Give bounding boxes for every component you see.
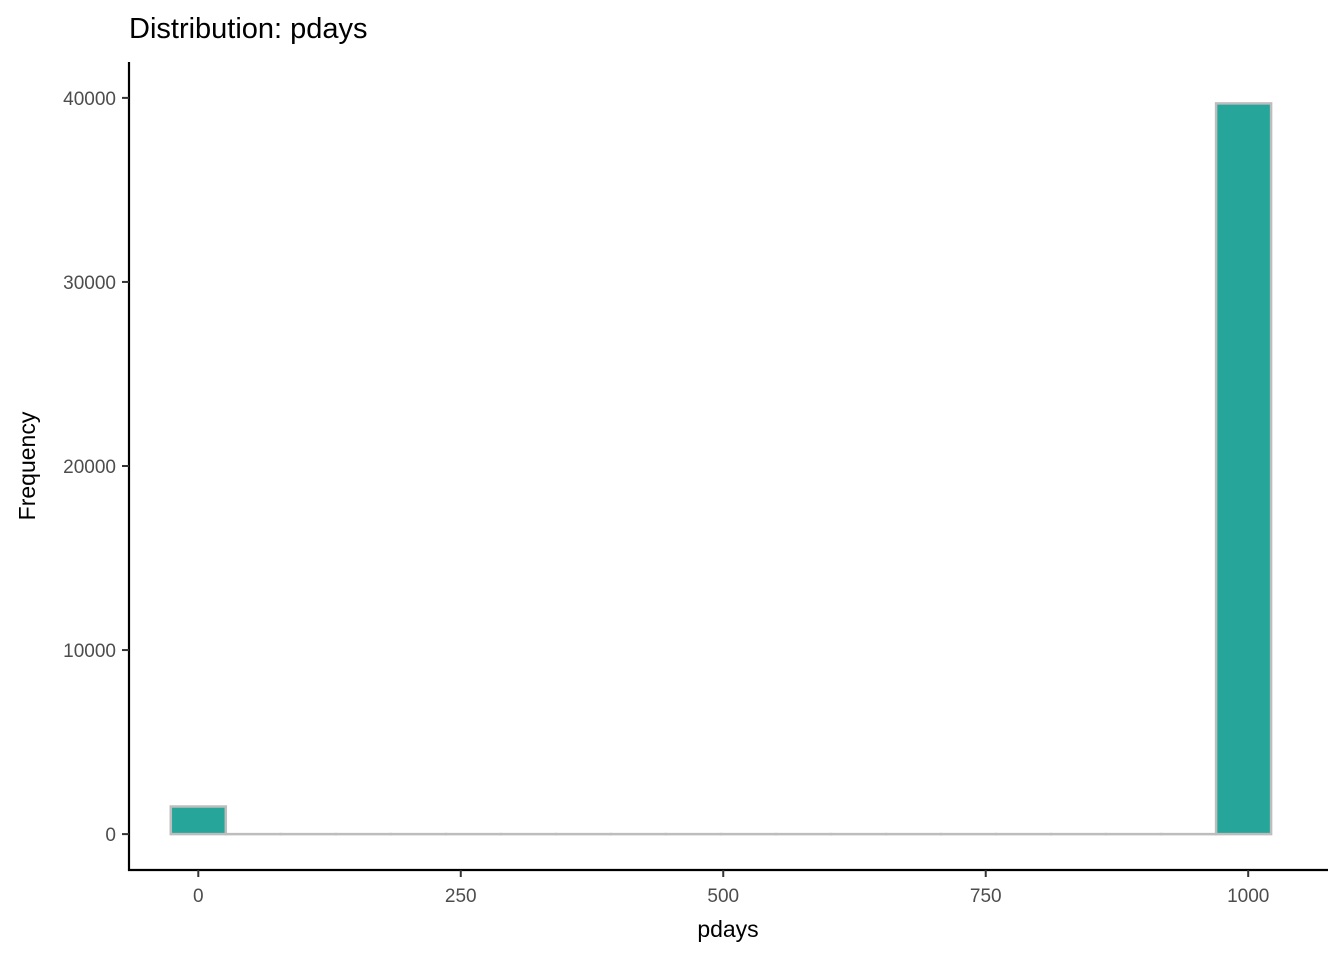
histogram-bar-19 (1214, 102, 1273, 836)
x-tick-label-1: 250 (445, 886, 477, 907)
x-ticks-layer: 0 250 500 750 1000 (193, 870, 1269, 907)
chart-title: Distribution: pdays (129, 13, 368, 45)
x-tick-label-4: 1000 (1227, 886, 1269, 907)
x-tick-label-2: 500 (707, 886, 739, 907)
axes-layer (127, 62, 1328, 872)
bars-layer (169, 102, 1273, 836)
y-tick-label-0: 0 (105, 825, 116, 846)
x-axis-title: pdays (697, 916, 758, 942)
x-tick-label-0: 0 (193, 886, 204, 907)
y-ticks-layer: 0 10000 20000 30000 40000 (63, 89, 129, 846)
y-tick-label-2: 20000 (63, 457, 116, 478)
y-tick-label-4: 40000 (63, 89, 116, 110)
y-tick-label-3: 30000 (63, 273, 116, 294)
y-tick-label-1: 10000 (63, 641, 116, 662)
histogram-bar-0 (169, 805, 228, 836)
y-axis-title: Frequency (14, 411, 40, 520)
x-tick-label-3: 750 (970, 886, 1002, 907)
